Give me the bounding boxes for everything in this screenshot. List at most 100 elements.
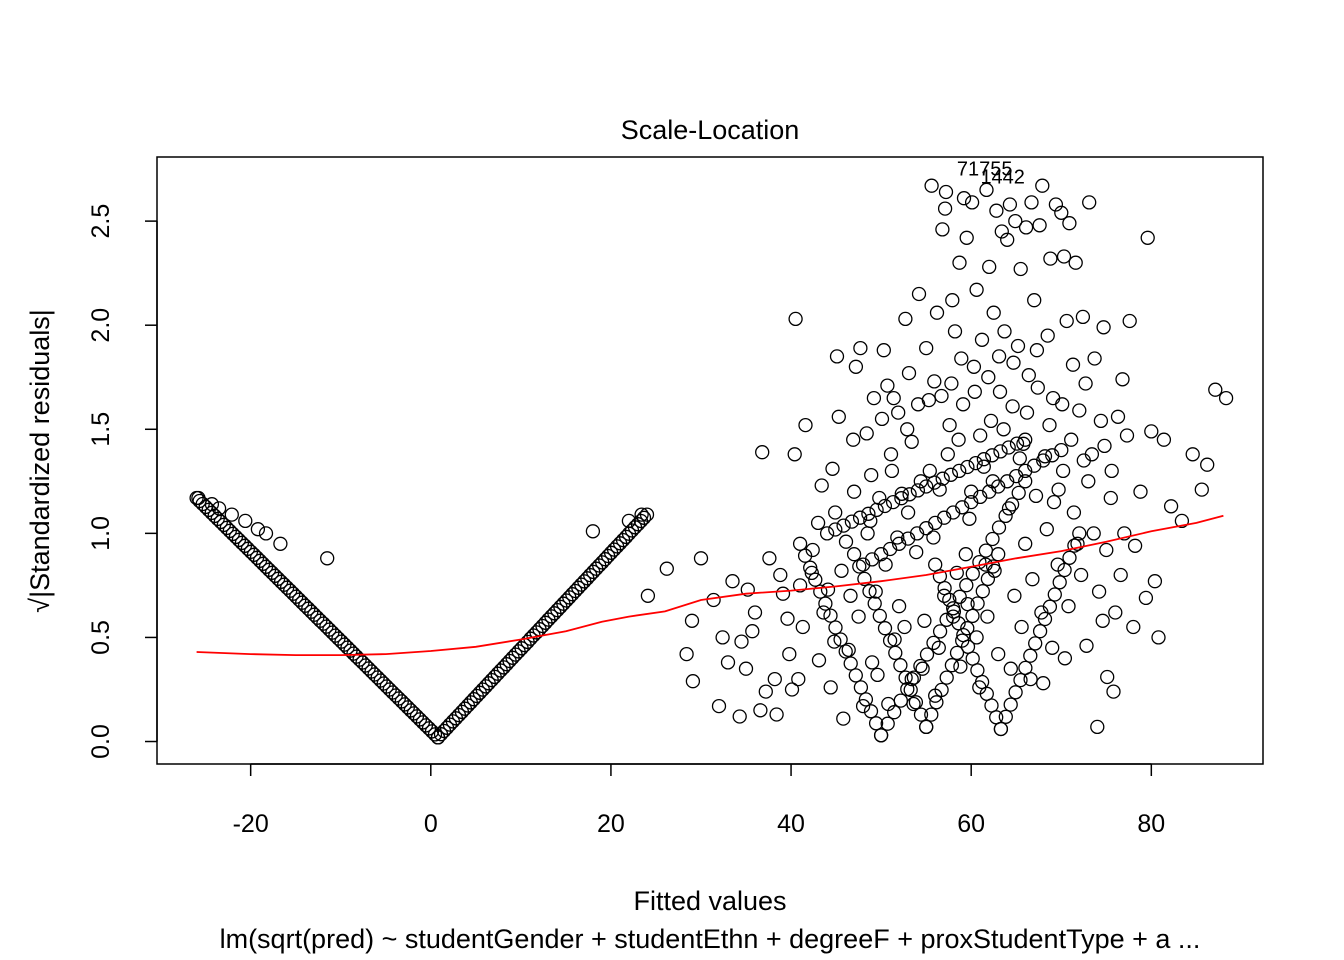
data-point (1100, 669, 1115, 685)
data-point (891, 599, 907, 614)
data-point (1004, 497, 1020, 512)
data-point (1040, 328, 1055, 343)
data-point (1002, 197, 1018, 212)
data-point (1151, 630, 1166, 645)
data-point (250, 522, 266, 537)
data-point (1039, 522, 1054, 537)
data-point (816, 605, 831, 620)
data-point (1090, 719, 1105, 735)
data-point (1185, 447, 1200, 462)
data-point (1043, 251, 1058, 266)
x-tick-label: -20 (233, 810, 269, 838)
data-point (877, 498, 893, 514)
data-point (910, 397, 926, 412)
data-point (1095, 613, 1110, 628)
data-point (1081, 474, 1096, 489)
data-point (767, 671, 782, 687)
data-point (937, 588, 952, 603)
data-point (976, 459, 991, 474)
data-point (904, 434, 919, 449)
data-point (784, 682, 800, 697)
data-point (935, 471, 950, 486)
data-point (874, 411, 890, 427)
y-axis-label: √|Standardized residuals| (25, 309, 55, 613)
data-point (1023, 648, 1038, 663)
data-point (919, 521, 934, 536)
data-point (1113, 567, 1128, 583)
data-point (881, 696, 896, 712)
data-point (841, 642, 856, 658)
data-point (947, 324, 963, 339)
data-point (872, 490, 887, 506)
data-point (1011, 485, 1026, 501)
data-point (880, 378, 895, 393)
data-point (890, 530, 905, 545)
data-point (891, 536, 907, 551)
data-point (873, 728, 889, 743)
data-point (884, 463, 900, 479)
data-point (1086, 526, 1101, 541)
data-point (910, 483, 926, 498)
data-point (1117, 526, 1132, 541)
data-point (685, 674, 701, 689)
data-point (734, 634, 749, 649)
data-point (1075, 309, 1091, 325)
x-tick-label: 0 (424, 810, 438, 838)
data-point (1064, 432, 1079, 447)
data-point (827, 634, 842, 649)
x-tick-label: 60 (957, 810, 985, 838)
data-point (882, 541, 898, 557)
data-point (969, 630, 984, 645)
data-point (1052, 575, 1067, 590)
data-point (946, 609, 961, 624)
data-point (1059, 313, 1074, 329)
data-point (970, 663, 985, 678)
data-point (1104, 463, 1119, 479)
data-point (798, 417, 813, 433)
data-point (621, 513, 637, 529)
data-point (937, 201, 953, 216)
data-point (1054, 205, 1069, 220)
data-point (864, 467, 879, 483)
data-point (836, 711, 851, 726)
data-point (1108, 605, 1123, 620)
data-point (1001, 501, 1017, 516)
data-point (1023, 671, 1038, 687)
data-point (1068, 255, 1083, 270)
data-point (1008, 685, 1023, 700)
data-point (897, 619, 912, 635)
data-point (797, 548, 813, 563)
data-point (934, 388, 949, 404)
data-point (851, 609, 866, 624)
data-point (1115, 372, 1130, 387)
data-point (1147, 574, 1163, 589)
data-point (848, 359, 864, 374)
data-point (993, 721, 1009, 737)
data-point (949, 565, 964, 581)
data-point (853, 680, 869, 695)
data-point (959, 230, 974, 245)
y-tick-label: 1.5 (87, 412, 115, 447)
data-point (1027, 458, 1042, 473)
data-point (893, 693, 908, 708)
data-point (836, 518, 851, 533)
data-point (953, 659, 968, 674)
data-point (852, 510, 868, 525)
data-point (964, 494, 979, 510)
data-point (960, 459, 975, 475)
data-point (804, 565, 819, 581)
data-point (1007, 588, 1022, 603)
data-point (940, 447, 955, 462)
data-point (913, 658, 928, 674)
data-point (979, 182, 994, 198)
data-point (982, 484, 997, 499)
data-point (1097, 438, 1112, 454)
data-point (1126, 619, 1141, 635)
data-point (857, 571, 872, 587)
data-point (900, 422, 915, 437)
data-point (982, 259, 997, 275)
data-point (1138, 590, 1154, 606)
data-point (969, 282, 984, 297)
data-point (870, 667, 885, 683)
